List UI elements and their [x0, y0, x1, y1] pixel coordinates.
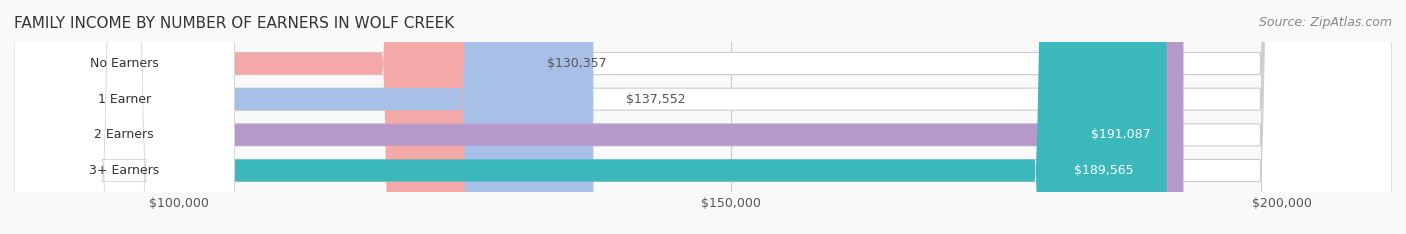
- Text: FAMILY INCOME BY NUMBER OF EARNERS IN WOLF CREEK: FAMILY INCOME BY NUMBER OF EARNERS IN WO…: [14, 16, 454, 31]
- FancyBboxPatch shape: [14, 0, 1392, 234]
- FancyBboxPatch shape: [14, 0, 1392, 234]
- FancyBboxPatch shape: [14, 0, 593, 234]
- Text: 3+ Earners: 3+ Earners: [89, 164, 159, 177]
- Text: $191,087: $191,087: [1091, 128, 1150, 141]
- Text: 2 Earners: 2 Earners: [94, 128, 155, 141]
- FancyBboxPatch shape: [14, 0, 1184, 234]
- Text: $137,552: $137,552: [627, 93, 686, 106]
- Text: $189,565: $189,565: [1074, 164, 1133, 177]
- FancyBboxPatch shape: [14, 0, 235, 234]
- FancyBboxPatch shape: [14, 0, 235, 234]
- FancyBboxPatch shape: [14, 0, 515, 234]
- FancyBboxPatch shape: [14, 0, 235, 234]
- FancyBboxPatch shape: [14, 0, 235, 234]
- Text: Source: ZipAtlas.com: Source: ZipAtlas.com: [1258, 16, 1392, 29]
- Text: 1 Earner: 1 Earner: [98, 93, 150, 106]
- FancyBboxPatch shape: [14, 0, 1167, 234]
- FancyBboxPatch shape: [14, 0, 1392, 234]
- Text: $130,357: $130,357: [547, 57, 607, 70]
- FancyBboxPatch shape: [14, 0, 1392, 234]
- Text: No Earners: No Earners: [90, 57, 159, 70]
